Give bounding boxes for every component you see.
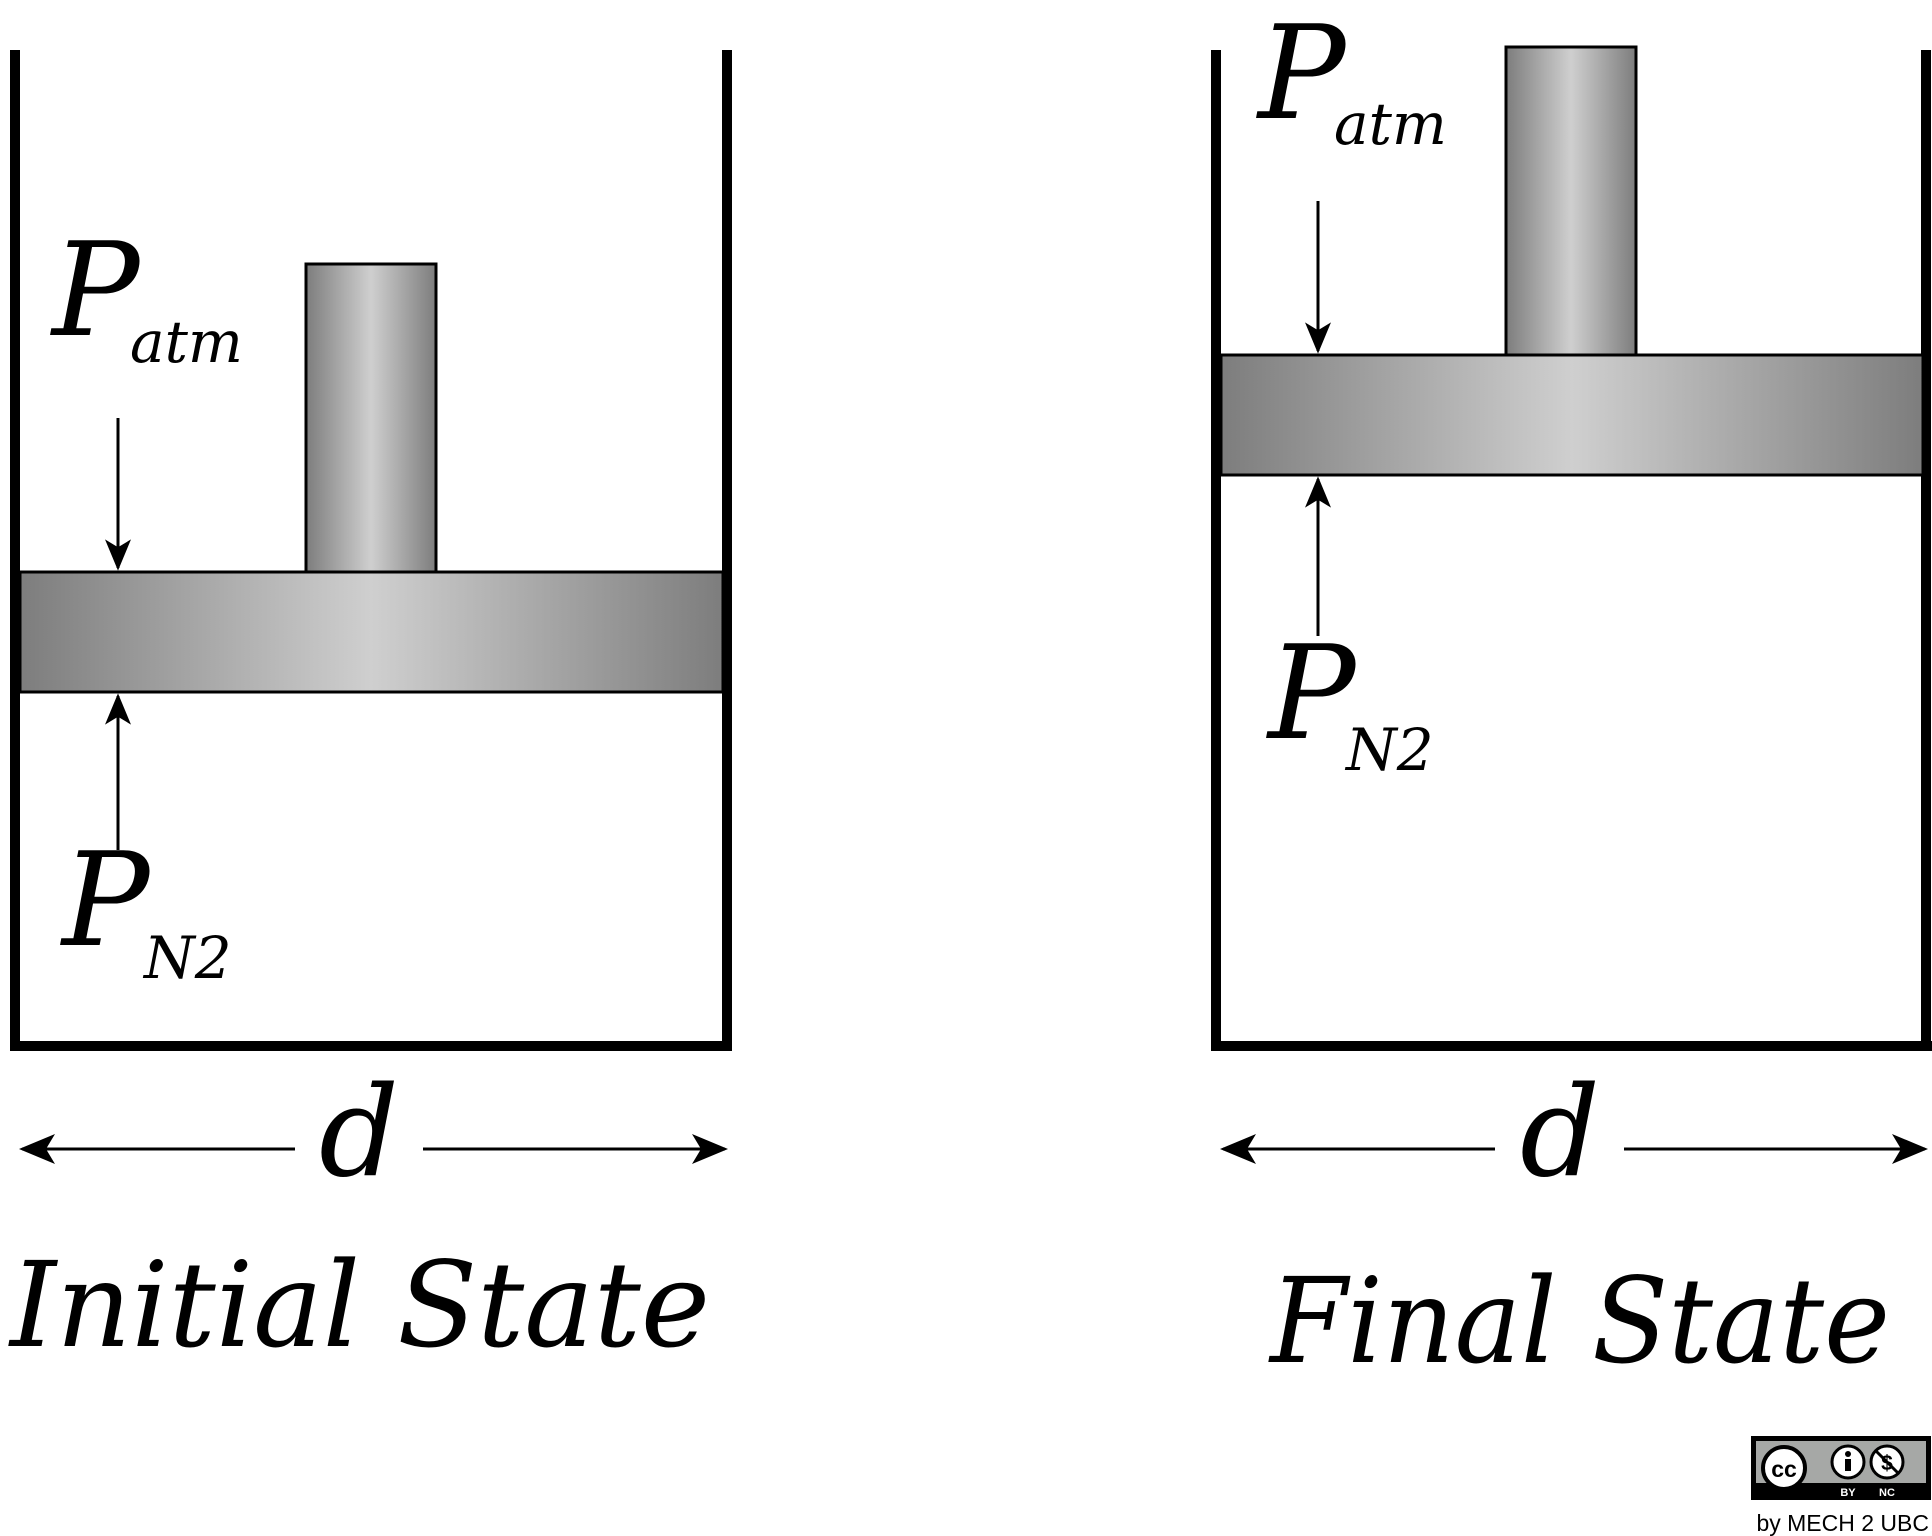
badge-nc-text: NC xyxy=(1879,1487,1895,1499)
cylinder-walls xyxy=(10,50,732,1051)
cc-icon-text: cc xyxy=(1771,1456,1797,1482)
n2-pressure-label: P N2 xyxy=(60,824,232,992)
n2-pressure-label: P N2 xyxy=(1266,617,1434,784)
n2-subscript: N2 xyxy=(1344,716,1434,784)
atm-subscript: atm xyxy=(1334,90,1447,158)
atm-pressure-label: P atm xyxy=(1256,0,1447,158)
final-state-caption: Final State xyxy=(1268,1252,1890,1390)
attribution-person-icon xyxy=(1830,1444,1866,1480)
atm-subscript: atm xyxy=(130,308,243,376)
diameter-label: d xyxy=(1520,1060,1600,1205)
diameter-dimension: d xyxy=(19,1060,728,1205)
initial-state-caption: Initial State xyxy=(8,1236,710,1374)
pressure-symbol: P xyxy=(50,214,142,366)
cc-license-badge[interactable]: cc $ BY NC xyxy=(1751,1436,1931,1500)
badge-by-text: BY xyxy=(1840,1487,1856,1499)
cylinder-walls xyxy=(1211,50,1932,1051)
piston-head xyxy=(1219,353,1925,477)
final-state-panel: P atm P N2 d Final State xyxy=(1211,0,1932,1390)
non-commercial-dollar-icon: $ xyxy=(1869,1444,1905,1480)
piston-rod xyxy=(304,262,438,574)
pressure-symbol: P xyxy=(1266,617,1358,769)
diameter-dimension: d xyxy=(1220,1060,1928,1205)
piston-rod xyxy=(1504,45,1638,357)
piston-head xyxy=(18,570,725,694)
license-credit: by MECH 2 UBC xyxy=(1756,1510,1929,1536)
atm-pressure-label: P atm xyxy=(50,214,243,376)
pressure-symbol: P xyxy=(1256,0,1348,149)
pressure-symbol: P xyxy=(60,824,152,976)
n2-subscript: N2 xyxy=(142,924,232,992)
diameter-label: d xyxy=(319,1060,399,1205)
cc-icon xyxy=(1761,1445,1807,1491)
initial-state-panel: P atm P N2 d Initial State xyxy=(8,50,732,1374)
